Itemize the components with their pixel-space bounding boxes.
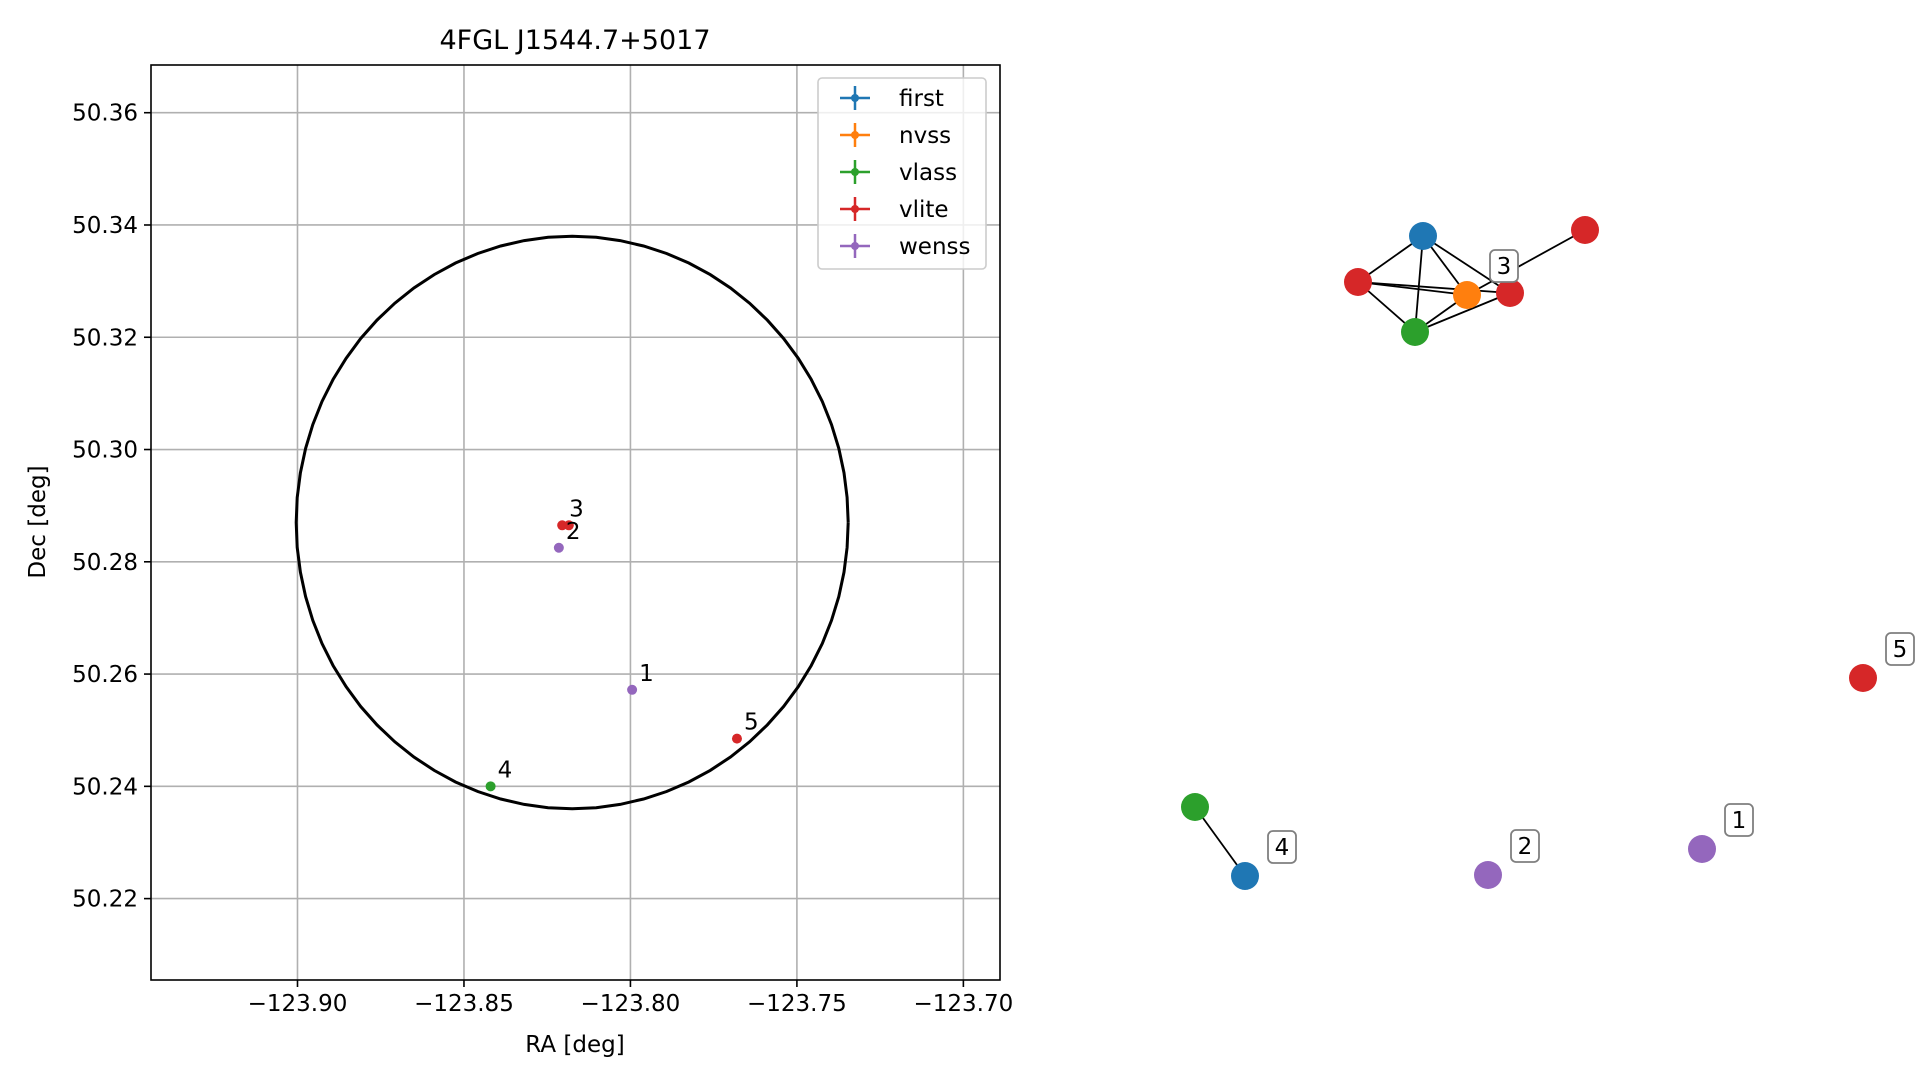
x-tick-label: −123.80: [581, 991, 681, 1017]
point-label: 1: [639, 661, 654, 687]
network-node: [1453, 281, 1481, 309]
legend-dot-nvss: [851, 131, 859, 139]
network-label-box: [1489, 249, 1519, 283]
legend-dot-vlass: [851, 168, 859, 176]
y-tick-label: 50.30: [72, 438, 138, 464]
error-circle: [294, 234, 850, 811]
legend: first nvss vlass vlite wenss: [817, 77, 987, 270]
data-point-vlite: [731, 733, 742, 744]
point-label: 5: [744, 710, 759, 736]
grid: [151, 65, 1000, 980]
x-tick-label: −123.85: [414, 991, 514, 1017]
data-point-wenss: [553, 542, 564, 553]
y-tick-label: 50.26: [72, 662, 138, 688]
y-tick-label: 50.32: [72, 325, 138, 351]
network-node: [1474, 861, 1502, 889]
point-label: 2: [566, 519, 581, 545]
network-label: 2: [1510, 829, 1540, 863]
network-label: 4: [1267, 830, 1297, 864]
network-nodes: [1181, 216, 1877, 890]
network-node: [1409, 222, 1437, 250]
axis-ticks: −123.90 −123.85 −123.80 −123.75 −123.70 50.22…: [72, 101, 1013, 1017]
network-node: [1401, 318, 1429, 346]
network-edges: [1194, 229, 1586, 877]
network-node: [1496, 279, 1524, 307]
legend-frame: [817, 77, 987, 270]
error-ellipse: [294, 234, 850, 811]
scatter-panel: 4 3 5 2 1 −123.90 −123.85 −123.80 −123.75 −123.7…: [25, 25, 1013, 1058]
network-label-box: [1267, 830, 1297, 864]
network-label-box: [1724, 803, 1754, 837]
legend-entry-vlass: vlass: [899, 160, 957, 186]
network-edge: [1414, 235, 1424, 333]
data-points: 4 3 5 2 1: [485, 496, 759, 792]
network-node: [1849, 664, 1877, 692]
network-edge: [1194, 806, 1246, 877]
y-tick-label: 50.24: [72, 774, 138, 800]
network-label-text: 1: [1732, 808, 1747, 834]
data-point-vlite: [563, 520, 574, 531]
legend-dot-wenss: [851, 242, 859, 250]
data-point-vlass: [485, 781, 496, 792]
y-tick-label: 50.22: [72, 887, 138, 913]
network-panel: 3 4 2 1 5: [1181, 216, 1915, 890]
x-tick-label: −123.90: [248, 991, 348, 1017]
y-axis-label: Dec [deg]: [25, 465, 51, 578]
network-labels: 3 4 2 1 5: [1267, 249, 1915, 864]
plot-frame: [150, 64, 1001, 981]
network-label: 5: [1885, 632, 1915, 666]
legend-entry-vlite: vlite: [899, 197, 949, 223]
point-label: 3: [569, 496, 584, 522]
network-edge: [1466, 229, 1586, 296]
legend-entry-wenss: wenss: [899, 234, 971, 260]
legend-dot-vlite: [851, 205, 859, 213]
network-edge: [1422, 235, 1511, 294]
y-tick-label: 50.28: [72, 550, 138, 576]
network-node: [1571, 216, 1599, 244]
legend-dot-first: [851, 94, 859, 102]
network-node: [1344, 268, 1372, 296]
data-point-wenss: [627, 684, 638, 695]
network-edge: [1414, 292, 1511, 333]
y-tick-label: 50.36: [72, 101, 138, 127]
network-node: [1688, 835, 1716, 863]
network-label-box: [1510, 829, 1540, 863]
network-label: 3: [1489, 249, 1519, 283]
network-node: [1231, 862, 1259, 890]
network-edge: [1357, 281, 1511, 294]
y-tick-label: 50.34: [72, 213, 138, 239]
legend-entry-nvss: nvss: [899, 123, 951, 149]
network-label-text: 5: [1893, 637, 1908, 663]
network-label-text: 2: [1518, 834, 1533, 860]
network-node: [1181, 793, 1209, 821]
chart-title: 4FGL J1544.7+5017: [439, 25, 710, 56]
network-label-text: 3: [1497, 254, 1512, 280]
legend-entry-first: first: [899, 86, 944, 112]
network-label-text: 4: [1275, 835, 1290, 861]
network-label: 1: [1724, 803, 1754, 837]
x-axis-label: RA [deg]: [525, 1032, 624, 1058]
point-label: 4: [498, 757, 513, 783]
network-label-box: [1885, 632, 1915, 666]
x-tick-label: −123.75: [747, 991, 847, 1017]
x-tick-label: −123.70: [914, 991, 1014, 1017]
